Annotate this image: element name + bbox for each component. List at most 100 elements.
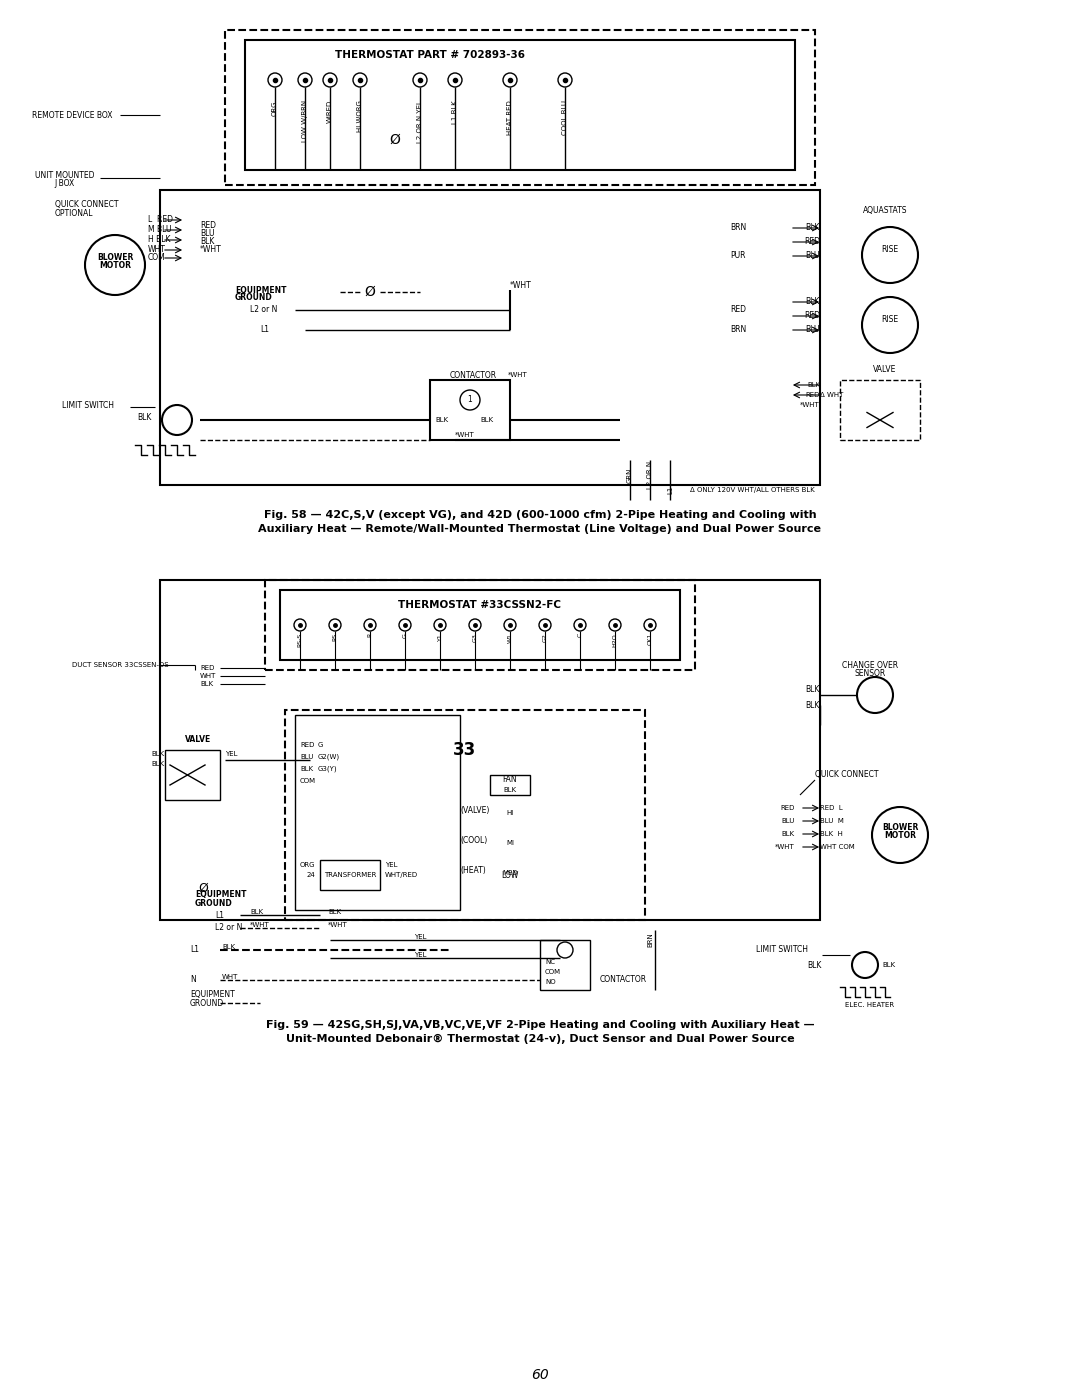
Circle shape <box>862 226 918 284</box>
Text: GROUND: GROUND <box>190 999 225 1007</box>
Circle shape <box>558 73 572 87</box>
Bar <box>245 41 795 170</box>
Text: COOL BLU: COOL BLU <box>562 101 568 136</box>
Text: (VALVE): (VALVE) <box>460 806 489 814</box>
Circle shape <box>872 807 928 863</box>
Text: MOTOR: MOTOR <box>99 261 131 271</box>
Text: BRN: BRN <box>730 326 746 334</box>
Text: BLK: BLK <box>137 414 152 422</box>
Text: LIMIT SWITCH: LIMIT SWITCH <box>756 946 808 954</box>
Text: TRANSFORMER: TRANSFORMER <box>324 872 376 877</box>
Text: BLK  H: BLK H <box>820 831 842 837</box>
Text: BLK: BLK <box>806 686 820 694</box>
Circle shape <box>434 619 446 631</box>
Bar <box>840 380 920 440</box>
Text: 33: 33 <box>454 740 476 759</box>
Text: BRN: BRN <box>647 933 653 947</box>
Text: L2 OR N: L2 OR N <box>647 461 653 489</box>
Text: NC: NC <box>545 958 555 965</box>
Text: PUR: PUR <box>730 250 745 260</box>
Text: VALVE: VALVE <box>874 366 896 374</box>
Text: RISE: RISE <box>881 246 899 254</box>
Bar <box>225 29 815 184</box>
Text: HEAT RED: HEAT RED <box>507 101 513 134</box>
Text: ORG: ORG <box>272 101 278 116</box>
Text: ELEC. HEATER: ELEC. HEATER <box>846 1002 894 1009</box>
Text: R: R <box>367 633 373 637</box>
Text: 60: 60 <box>531 1368 549 1382</box>
Text: L2 OR N YEL: L2 OR N YEL <box>417 101 423 142</box>
Circle shape <box>858 678 893 712</box>
Bar <box>295 715 460 909</box>
Text: *WHT: *WHT <box>455 432 475 439</box>
Text: G2: G2 <box>542 633 548 641</box>
Circle shape <box>323 73 337 87</box>
Text: G2(W): G2(W) <box>318 754 340 760</box>
Circle shape <box>298 73 312 87</box>
Text: RED: RED <box>804 237 820 246</box>
Text: BLU: BLU <box>782 819 795 824</box>
Text: BLK: BLK <box>435 416 448 423</box>
Text: 1: 1 <box>468 395 472 405</box>
Bar <box>160 190 820 485</box>
Bar <box>165 750 220 800</box>
Text: LIMIT SWITCH: LIMIT SWITCH <box>62 401 114 409</box>
Text: L  RED: L RED <box>148 215 173 225</box>
Text: L1 BLK: L1 BLK <box>453 101 458 124</box>
Text: N: N <box>190 975 195 985</box>
Text: *WHT: *WHT <box>775 844 795 849</box>
Circle shape <box>162 405 192 434</box>
Text: RS-S: RS-S <box>297 633 302 647</box>
Text: L1: L1 <box>215 911 224 919</box>
Text: RISE: RISE <box>881 316 899 324</box>
Text: OPTIONAL: OPTIONAL <box>55 208 94 218</box>
Text: WHT: WHT <box>148 246 166 254</box>
Text: EQUIPMENT: EQUIPMENT <box>190 990 234 999</box>
Circle shape <box>852 951 878 978</box>
Text: BLK: BLK <box>806 224 820 232</box>
Text: CHANGE OVER: CHANGE OVER <box>842 661 899 669</box>
Text: BLU: BLU <box>806 251 820 260</box>
Text: LOW: LOW <box>501 870 518 880</box>
Text: RED: RED <box>200 665 214 671</box>
Circle shape <box>294 619 306 631</box>
Text: MOTOR: MOTOR <box>885 831 916 841</box>
Text: L1: L1 <box>260 326 269 334</box>
Text: RED: RED <box>730 306 746 314</box>
Text: BLU: BLU <box>300 754 313 760</box>
Text: RED  L: RED L <box>820 805 842 812</box>
Text: CK1: CK1 <box>648 633 652 645</box>
Text: MI: MI <box>507 840 514 847</box>
Text: M BLU: M BLU <box>148 225 172 235</box>
Text: Δ ONLY 120V WHT/ALL OTHERS BLK: Δ ONLY 120V WHT/ALL OTHERS BLK <box>690 488 814 493</box>
Text: VALVE: VALVE <box>185 735 212 745</box>
Text: WHT: WHT <box>200 673 216 679</box>
Bar <box>540 940 590 990</box>
Text: Fig. 58 — 42C,S,V (except VG), and 42D (600-1000 cfm) 2-Pipe Heating and Cooling: Fig. 58 — 42C,S,V (except VG), and 42D (… <box>264 510 816 520</box>
Text: BLK: BLK <box>200 680 213 687</box>
Text: BLK: BLK <box>806 298 820 306</box>
Text: Ø: Ø <box>198 882 207 894</box>
Text: WHT COM: WHT COM <box>820 844 854 849</box>
Circle shape <box>85 235 145 295</box>
Text: Y1: Y1 <box>437 633 443 641</box>
Text: BLK: BLK <box>808 961 822 970</box>
Text: L2 or N: L2 or N <box>215 923 242 933</box>
Text: RED: RED <box>200 221 216 229</box>
Text: H BLK: H BLK <box>148 236 171 244</box>
Text: REMOTE DEVICE BOX: REMOTE DEVICE BOX <box>31 110 112 120</box>
Text: G: G <box>318 742 323 747</box>
Text: UNIT MOUNTED: UNIT MOUNTED <box>36 170 95 179</box>
Text: Auxiliary Heat — Remote/Wall-Mounted Thermostat (Line Voltage) and Dual Power So: Auxiliary Heat — Remote/Wall-Mounted The… <box>258 524 822 534</box>
Circle shape <box>539 619 551 631</box>
Text: RED: RED <box>300 742 314 747</box>
Circle shape <box>644 619 656 631</box>
Text: BLK: BLK <box>480 416 494 423</box>
Text: FAN: FAN <box>502 775 517 785</box>
Text: HI WORG: HI WORG <box>357 101 363 131</box>
Bar <box>430 380 510 440</box>
Text: L2 or N: L2 or N <box>249 306 278 314</box>
Text: BLK: BLK <box>152 752 165 757</box>
Text: CONTACTOR: CONTACTOR <box>600 975 647 985</box>
Text: *WHT: *WHT <box>200 246 221 254</box>
